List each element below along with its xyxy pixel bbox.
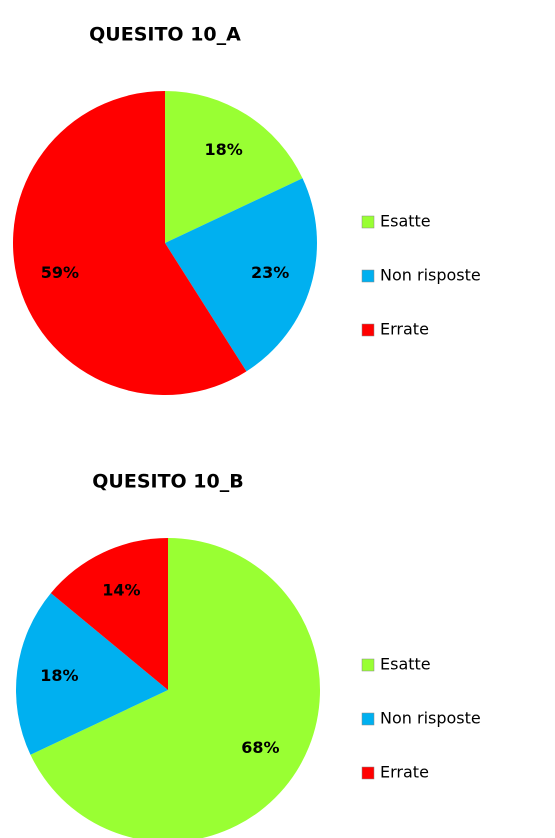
legend-label: Non risposte xyxy=(380,709,481,728)
data-label: 14% xyxy=(102,580,140,599)
legend-swatch xyxy=(361,269,375,283)
data-label: 68% xyxy=(241,738,279,757)
pie-slice xyxy=(16,593,169,755)
chart-title: QUESITO 10_A xyxy=(89,24,241,46)
legend-label: Non risposte xyxy=(380,266,481,285)
legend-label: Errate xyxy=(380,320,429,339)
data-label: 23% xyxy=(251,263,289,282)
legend-label: Esatte xyxy=(380,212,431,231)
chart-title: QUESITO 10_B xyxy=(92,471,243,493)
pie-slice xyxy=(165,178,317,372)
data-label: 59% xyxy=(41,263,79,282)
legend-label: Errate xyxy=(380,763,429,782)
legend-swatch xyxy=(361,658,375,672)
pie-slice xyxy=(30,538,320,838)
pie-slice xyxy=(165,91,303,243)
pie-slice xyxy=(12,91,247,395)
legend-label: Esatte xyxy=(380,655,431,674)
data-label: 18% xyxy=(204,140,242,159)
legend-swatch xyxy=(361,323,375,337)
legend-swatch xyxy=(361,712,375,726)
legend-swatch xyxy=(361,766,375,780)
pie-slice xyxy=(50,538,168,690)
legend-swatch xyxy=(361,215,375,229)
data-label: 18% xyxy=(40,666,78,685)
